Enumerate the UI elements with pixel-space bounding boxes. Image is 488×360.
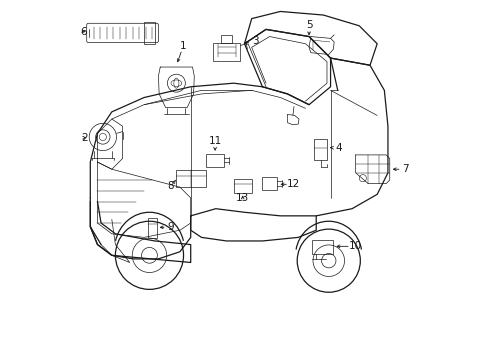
Bar [148, 219, 156, 238]
Text: 13: 13 [236, 193, 249, 203]
Text: 6: 6 [81, 27, 87, 36]
Text: 2: 2 [81, 133, 88, 143]
Text: 11: 11 [208, 136, 221, 146]
Bar [261, 177, 277, 190]
Text: 10: 10 [347, 241, 361, 251]
Text: 12: 12 [286, 179, 299, 189]
Bar [206, 154, 224, 167]
Bar [311, 240, 333, 253]
Bar [144, 22, 155, 44]
Bar [313, 139, 326, 160]
Text: 4: 4 [334, 143, 341, 153]
Bar [233, 179, 251, 193]
Text: 8: 8 [167, 181, 174, 192]
Text: 1: 1 [180, 41, 186, 50]
Bar [221, 35, 231, 43]
Text: 5: 5 [305, 20, 312, 30]
Bar [175, 170, 205, 187]
Text: 7: 7 [402, 164, 408, 174]
Text: 3: 3 [251, 36, 258, 46]
Bar [212, 43, 240, 61]
Text: 9: 9 [167, 222, 174, 232]
